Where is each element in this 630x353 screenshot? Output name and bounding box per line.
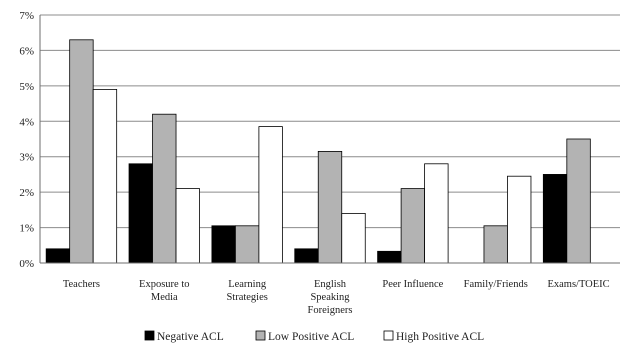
x-tick-label: Exams/TOEIC xyxy=(547,279,609,290)
bar-high-positive-acl xyxy=(507,175,532,264)
y-axis-ticks: 0% 1% 2% 3% 4% 5% 6% 7% xyxy=(19,10,34,270)
legend: Negative ACL Low Positive ACL High Positiv… xyxy=(144,330,484,343)
y-tick-label: 5% xyxy=(19,81,34,93)
bars xyxy=(45,39,591,264)
y-tick-label: 2% xyxy=(19,187,34,199)
bar-high-positive-acl xyxy=(424,163,449,264)
x-axis-ticks: Teachers Exposure to Media Learning Strategi… xyxy=(63,279,610,316)
y-tick-label: 1% xyxy=(19,223,34,235)
legend-label: High Positive ACL xyxy=(396,331,484,343)
bar-negative-acl xyxy=(45,248,71,264)
bar-low-positive-acl xyxy=(483,225,508,264)
bar-low-positive-acl xyxy=(317,150,343,264)
bar-negative-acl xyxy=(211,225,236,264)
bar-negative-acl xyxy=(377,250,402,264)
legend-swatch xyxy=(144,330,155,341)
y-tick-label: 6% xyxy=(19,45,34,57)
bar-high-positive-acl xyxy=(92,89,118,264)
bar-negative-acl xyxy=(128,163,153,264)
x-tick-label: Teachers xyxy=(63,279,100,290)
x-tick-label: English Speaking Foreigners xyxy=(308,279,353,316)
legend-label: Negative ACL xyxy=(157,331,224,343)
legend-swatch xyxy=(383,330,394,341)
x-tick-label: Exposure to Media xyxy=(139,279,189,303)
bar-high-positive-acl xyxy=(258,126,283,264)
y-tick-label: 0% xyxy=(19,258,34,270)
x-tick-label: Peer Influence xyxy=(382,279,443,290)
bar-high-positive-acl xyxy=(175,188,200,264)
bar-low-positive-acl xyxy=(152,113,177,264)
legend-label: Low Positive ACL xyxy=(268,331,354,343)
x-tick-label: Family/Friends xyxy=(464,279,528,290)
axes xyxy=(39,15,620,264)
bar-low-positive-acl xyxy=(234,225,260,264)
y-tick-label: 3% xyxy=(19,152,34,164)
bar-negative-acl xyxy=(542,174,568,264)
x-tick-label: Learning Strategies xyxy=(226,279,267,303)
y-tick-label: 7% xyxy=(19,10,34,22)
bar-low-positive-acl xyxy=(400,188,426,264)
bar-low-positive-acl xyxy=(69,39,94,264)
legend-swatch xyxy=(255,330,266,341)
bar-high-positive-acl xyxy=(341,212,366,264)
bar-negative-acl xyxy=(294,248,319,264)
y-tick-label: 4% xyxy=(19,116,34,128)
bar-low-positive-acl xyxy=(566,138,591,264)
